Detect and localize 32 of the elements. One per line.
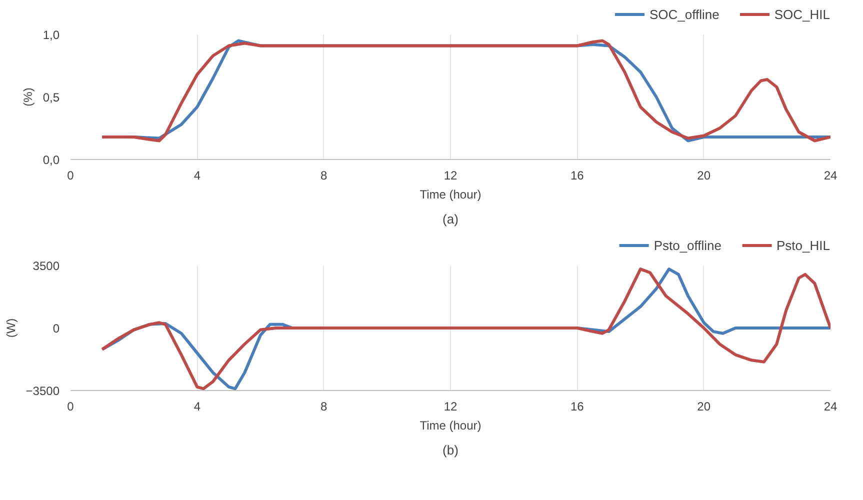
x-tick-label: 16 [570, 168, 584, 182]
x-tick-label: 0 [67, 168, 74, 182]
x-tick-label: 20 [697, 400, 711, 414]
x-tick-label: 12 [444, 400, 458, 414]
y-tick-label: 1,0 [42, 28, 60, 42]
x-tick-label: 4 [194, 168, 201, 182]
x-axis-title: Time (hour) [420, 418, 482, 432]
x-tick-label: 24 [824, 400, 838, 414]
x-tick-label: 24 [824, 168, 838, 182]
y-tick-label: 3500 [32, 259, 60, 273]
x-tick-label: 20 [697, 168, 711, 182]
y-axis-title: (%) [20, 88, 35, 106]
line-series [100, 268, 830, 390]
x-tick-label: 4 [194, 400, 201, 414]
y-axis-title: (W) [4, 318, 18, 338]
legend-label: Psto_HIL [776, 238, 830, 252]
y-tick-label: 0,5 [42, 90, 60, 104]
text: (a) [442, 212, 458, 226]
x-tick-label: 8 [320, 168, 328, 182]
x-tick-label: 16 [570, 400, 584, 414]
x-tick-label: 12 [444, 168, 458, 182]
x-tick-label: 8 [320, 400, 328, 414]
y-tick-label: −3500 [26, 384, 60, 398]
x-axis-title: Time (hour) [420, 188, 482, 202]
y-tick-label: 0 [52, 322, 60, 336]
line-series [100, 39, 830, 142]
y-tick-label: 0,0 [42, 153, 60, 167]
text: (b) [442, 442, 458, 458]
legend-label: SOC_HIL [774, 6, 830, 22]
legend-label: SOC_offline [650, 6, 720, 22]
x-tick-label: 0 [67, 400, 74, 414]
legend-label: Psto_offline [654, 238, 722, 252]
